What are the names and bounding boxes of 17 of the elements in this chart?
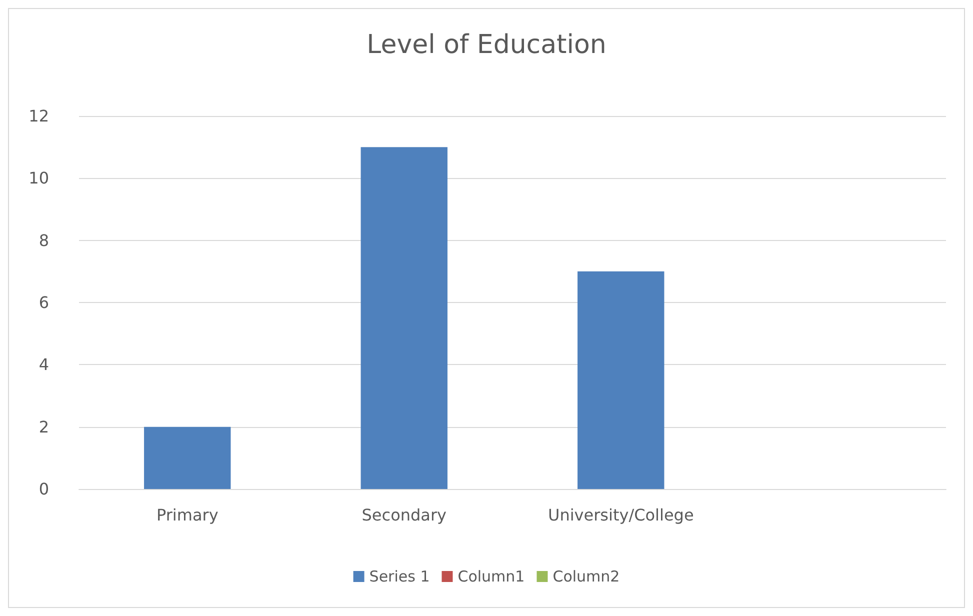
y-tick-label: 0 bbox=[38, 480, 49, 498]
legend-label: Series 1 bbox=[369, 568, 430, 586]
bar bbox=[144, 426, 231, 489]
legend-label: Column1 bbox=[458, 568, 525, 586]
y-tick-label: 2 bbox=[38, 417, 49, 436]
y-tick-label: 12 bbox=[28, 106, 49, 126]
x-tick-label: University/College bbox=[548, 506, 694, 524]
legend-label: Column2 bbox=[552, 568, 620, 586]
bar bbox=[360, 147, 448, 489]
y-tick-label: 10 bbox=[28, 168, 49, 188]
y-tick-label: 6 bbox=[38, 293, 49, 312]
y-tick-label: 8 bbox=[38, 230, 49, 250]
bar bbox=[578, 271, 664, 489]
chart-title: Level of Education bbox=[366, 30, 606, 60]
x-tick-label: Secondary bbox=[362, 506, 446, 524]
y-tick-label: 4 bbox=[38, 355, 49, 374]
x-tick-label: Primary bbox=[156, 506, 218, 524]
